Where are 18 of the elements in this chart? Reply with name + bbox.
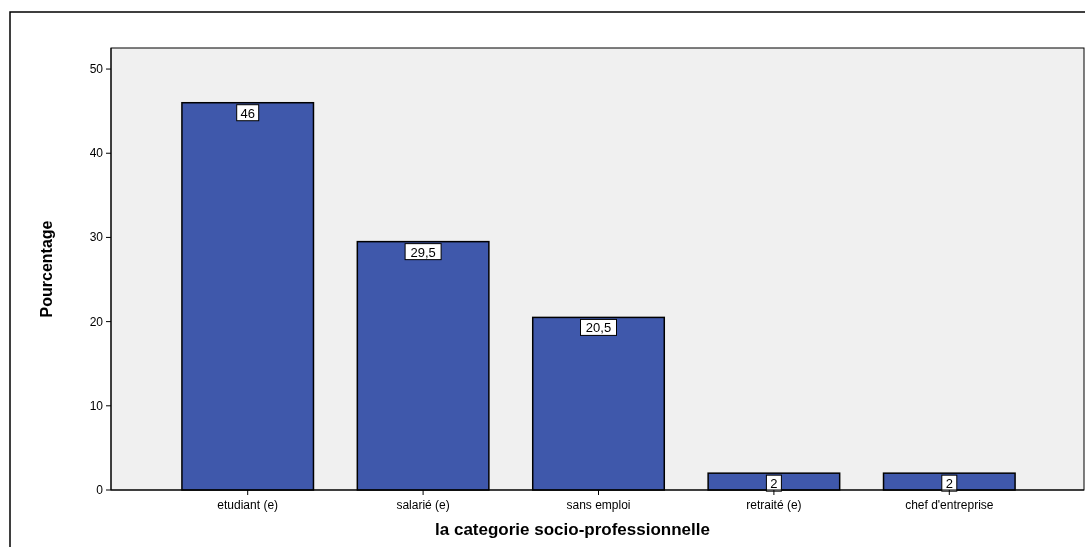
y-tick-label: 50 <box>89 62 104 77</box>
y-tick-label: 0 <box>96 483 104 497</box>
x-tick-label: retraité (e) <box>746 498 802 512</box>
y-tick-label: 40 <box>89 146 104 161</box>
data-label: 46 <box>240 105 255 121</box>
y-tick-label: 20 <box>89 314 104 329</box>
data-label: 2 <box>770 476 778 492</box>
x-tick-label: salarié (e) <box>396 498 450 512</box>
y-axis-title: Pourcentage <box>38 220 55 318</box>
x-axis-title: la categorie socio-professionnelle <box>435 520 710 539</box>
data-label: 29,5 <box>410 244 436 260</box>
y-tick-label: 30 <box>89 230 104 245</box>
data-label: 20,5 <box>585 320 612 336</box>
x-tick-label: etudiant (e) <box>217 498 279 512</box>
x-tick-label: sans emploi <box>566 498 631 512</box>
x-tick-label: chef d'entreprise <box>905 498 994 512</box>
y-tick-label: 10 <box>89 398 104 413</box>
data-label: 2 <box>945 476 953 492</box>
